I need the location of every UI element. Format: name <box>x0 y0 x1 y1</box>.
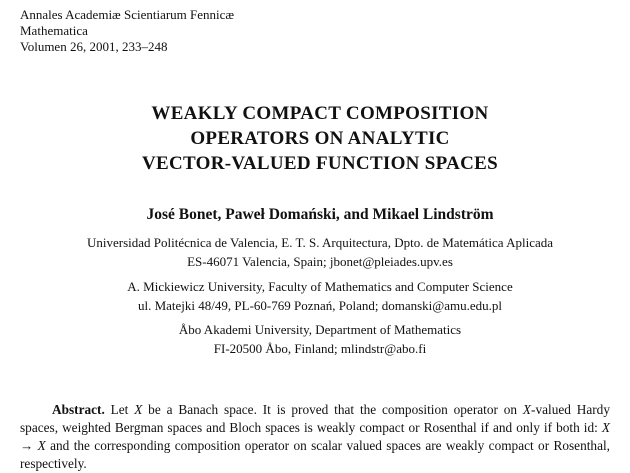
math-arrow: → <box>20 438 38 453</box>
affiliation-line: FI-20500 Åbo, Finland; mlindstr@abo.fi <box>213 341 427 356</box>
journal-name: Annales Academiæ Scientiarum Fennicæ <box>20 7 235 22</box>
authors: José Bonet, Paweł Domański, and Mikael L… <box>146 206 494 223</box>
math-x: X <box>601 420 610 435</box>
abstract-text: Let <box>104 402 135 417</box>
affiliation-line: ul. Matejki 48/49, PL-60-769 Poznań, Pol… <box>137 298 503 313</box>
journal-header: Annales Academiæ Scientiarum Fennicæ Mat… <box>20 7 234 55</box>
abstract-text: and the corresponding composition operat… <box>20 438 610 471</box>
title-line: WEAKLY COMPACT COMPOSITION <box>151 103 489 124</box>
affiliation-line: ES-46071 Valencia, Spain; jbonet@pleiade… <box>187 254 453 269</box>
affiliation: Åbo Akademi University, Department of Ma… <box>0 320 630 358</box>
affiliation: Universidad Politécnica de Valencia, E. … <box>0 233 630 271</box>
math-x: X <box>134 402 143 417</box>
title-line: VECTOR-VALUED FUNCTION SPACES <box>141 153 499 174</box>
title-line: OPERATORS ON ANALYTIC <box>190 128 450 149</box>
abstract-label: Abstract. <box>52 402 105 417</box>
affiliation-line: Universidad Politécnica de Valencia, E. … <box>86 235 554 250</box>
affiliation-line: A. Mickiewicz University, Faculty of Mat… <box>127 279 513 294</box>
math-x: X <box>37 438 46 453</box>
journal-volume: Volumen 26, 2001, 233–248 <box>20 39 168 54</box>
abstract: Abstract. Let X be a Banach space. It is… <box>20 401 610 473</box>
affiliation: A. Mickiewicz University, Faculty of Mat… <box>0 277 630 315</box>
affiliation-line: Åbo Akademi University, Department of Ma… <box>178 322 462 337</box>
math-x: X <box>522 402 532 417</box>
journal-series: Mathematica <box>20 23 88 38</box>
abstract-text: be a Banach space. It is proved that the… <box>142 402 523 417</box>
abstract-text: -valued Hardy spaces, weighted Bergman s… <box>20 402 610 435</box>
paper-title: WEAKLY COMPACT COMPOSITION OPERATORS ON … <box>0 101 630 176</box>
